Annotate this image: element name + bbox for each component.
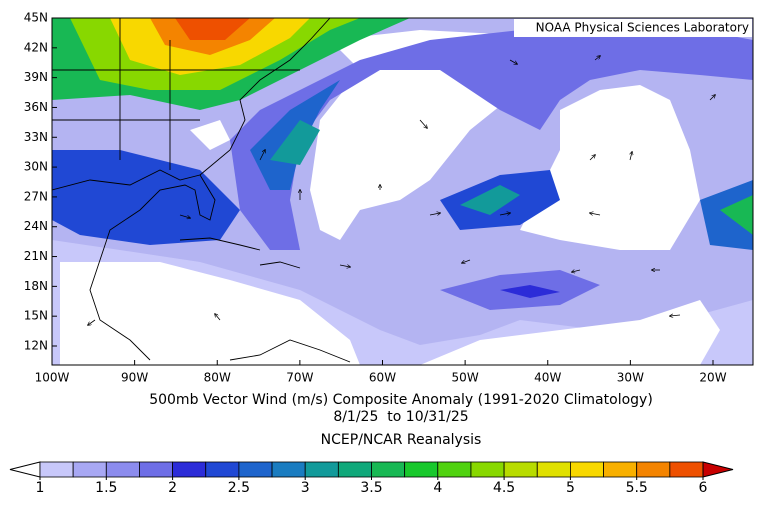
colorbar-label: 1.5	[95, 480, 117, 496]
colorbar-over	[702, 461, 734, 478]
map-frame	[51, 17, 754, 366]
lon-label: 80W	[204, 371, 231, 385]
colorbar-swatch	[404, 461, 439, 478]
colorbar-swatch	[238, 461, 273, 478]
source: NCEP/NCAR Reanalysis	[321, 432, 482, 448]
colorbar-label: 5	[566, 480, 575, 496]
colorbar-swatch	[39, 461, 74, 478]
colorbar-swatch	[72, 461, 107, 478]
lat-label: 21N	[24, 249, 48, 263]
lon-label: 90W	[121, 371, 148, 385]
date-range: 8/1/25 to 10/31/25	[333, 409, 468, 425]
lat-label: 42N	[24, 40, 48, 54]
colorbar: 1 1.5 2 2.5 3 3.5 4 4.5 5 5.5 6	[9, 461, 734, 496]
lon-label: 40W	[534, 371, 561, 385]
coastlines	[52, 18, 351, 363]
colorbar-label: 2	[168, 480, 177, 496]
lat-label: 45N	[24, 11, 48, 25]
lon-label: 20W	[699, 371, 726, 385]
credit: NOAA Physical Sciences Laboratory	[536, 21, 749, 35]
wind-vectors	[88, 56, 715, 325]
colorbar-label: 6	[699, 480, 708, 496]
colorbar-swatch	[603, 461, 638, 478]
colorbar-swatch	[371, 461, 406, 478]
colorbar-swatch	[437, 461, 472, 478]
colorbar-under	[9, 461, 41, 478]
colorbar-label: 4	[433, 480, 442, 496]
lat-label: 18N	[24, 279, 48, 293]
colorbar-swatch	[636, 461, 671, 478]
lon-label: 50W	[452, 371, 479, 385]
colorbar-label: 1	[36, 480, 45, 496]
colorbar-swatch	[337, 461, 372, 478]
lat-label: 33N	[24, 130, 48, 144]
colorbar-swatch	[271, 461, 306, 478]
lat-label: 24N	[24, 219, 48, 233]
lat-label: 30N	[24, 160, 48, 174]
lon-label: 30W	[617, 371, 644, 385]
title: 500mb Vector Wind (m/s) Composite Anomal…	[149, 392, 653, 408]
colorbar-label: 4.5	[493, 480, 515, 496]
lat-label: 12N	[24, 339, 48, 353]
colorbar-swatch	[304, 461, 339, 478]
lon-label: 70W	[286, 371, 313, 385]
credit-box	[514, 19, 752, 37]
colorbar-label: 5.5	[626, 480, 648, 496]
lat-label: 15N	[24, 309, 48, 323]
colorbar-swatch	[470, 461, 505, 478]
colorbar-swatch	[105, 461, 140, 478]
colorbar-label: 3	[301, 480, 310, 496]
lat-label: 39N	[24, 70, 48, 84]
colorbar-swatch	[570, 461, 604, 478]
colorbar-swatch	[172, 461, 207, 478]
lat-label: 27N	[24, 189, 48, 203]
lon-label: 100W	[35, 371, 70, 385]
colorbar-label: 2.5	[228, 480, 250, 496]
colorbar-swatch	[205, 461, 240, 478]
colorbar-label: 3.5	[360, 480, 382, 496]
lon-label: 60W	[369, 371, 396, 385]
colorbar-swatch	[669, 461, 704, 478]
colorbar-swatch	[536, 461, 571, 478]
colorbar-swatch	[139, 461, 173, 478]
colorbar-swatch	[503, 461, 538, 478]
lat-label: 36N	[24, 100, 48, 114]
map-field	[52, 18, 753, 365]
